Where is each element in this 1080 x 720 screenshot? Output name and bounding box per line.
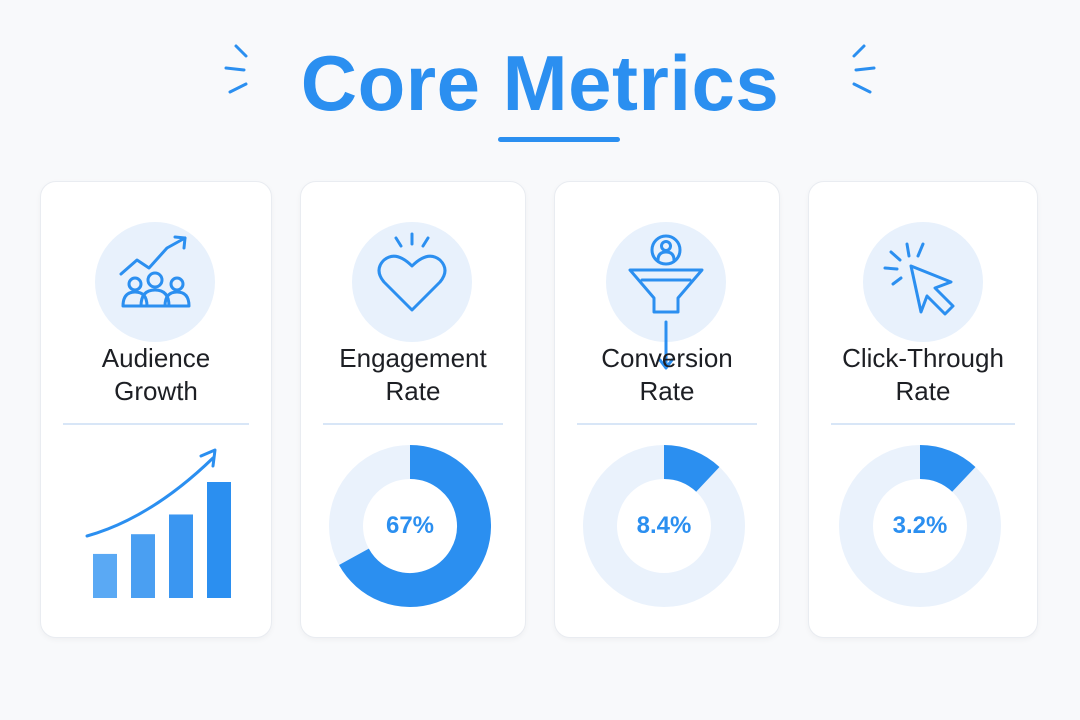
title-underline (498, 137, 620, 142)
card-title: Audience Growth (101, 343, 211, 406)
growth-trend-arrow (85, 456, 215, 538)
icon-badge (352, 222, 472, 342)
metric-card-engagement-rate: Engagement Rate 67% (300, 181, 526, 638)
icon-badge (863, 222, 983, 342)
icon-badge (95, 222, 215, 342)
conversion-donut-chart (583, 445, 745, 607)
growth-bar (131, 534, 155, 598)
left-sparkle-icon (224, 44, 248, 94)
audience-growth-icon (119, 235, 191, 308)
engagement-donut-chart (329, 445, 491, 607)
metric-card-click-through-rate: Click-Through Rate 3.2% (808, 181, 1038, 638)
metric-card-conversion-rate: Conversion Rate 8.4% (554, 181, 780, 638)
funnel-icon (628, 234, 704, 370)
icon-badge (606, 222, 726, 370)
page-title: Core Metrics (300, 39, 780, 127)
card-divider (323, 423, 503, 425)
card-divider (831, 423, 1015, 425)
donut-value-arc (339, 445, 491, 607)
donut-value-arc (919, 445, 976, 493)
growth-bar (207, 482, 231, 598)
card-divider (63, 423, 249, 425)
heart-icon (377, 232, 447, 312)
donut-value-arc (663, 445, 720, 493)
donut-value-label: 3.2% (892, 512, 948, 539)
growth-trend-arrowhead (199, 448, 217, 468)
click-through-donut-chart (839, 445, 1001, 607)
growth-bar (169, 514, 193, 598)
growth-bar (93, 553, 117, 598)
card-title: Conversion Rate (601, 343, 733, 406)
donut-value-label: 67% (385, 512, 435, 539)
cursor-click-icon (883, 242, 955, 316)
card-title: Click-Through Rate (842, 343, 1004, 406)
card-title: Engagement Rate (339, 343, 487, 406)
metric-card-audience-growth: Audience Growth (40, 181, 272, 638)
growth-bar-chart (85, 448, 231, 598)
right-sparkle-icon (852, 44, 876, 94)
donut-value-label: 8.4% (636, 512, 692, 539)
card-divider (577, 423, 757, 425)
